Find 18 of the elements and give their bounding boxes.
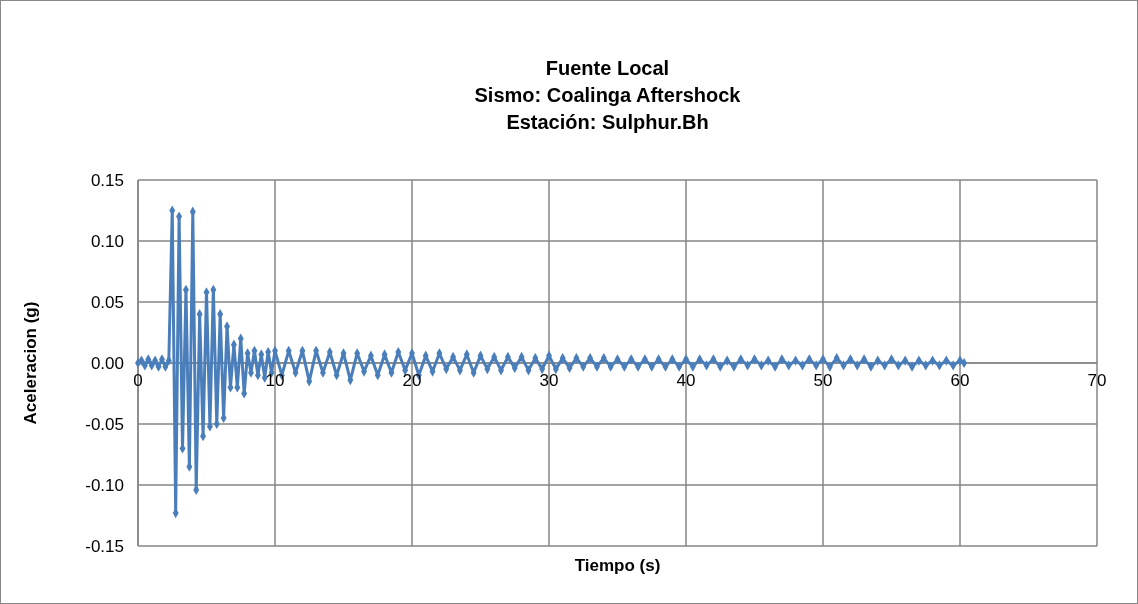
y-tick-label: -0.05 bbox=[85, 414, 124, 434]
x-axis-title: Tiempo (s) bbox=[574, 556, 661, 575]
x-tick-label: 30 bbox=[539, 371, 559, 390]
y-tick-label: 0.15 bbox=[90, 170, 124, 190]
x-tick-label: 60 bbox=[950, 371, 970, 390]
y-tick-label: -0.10 bbox=[85, 475, 124, 495]
x-tick-label: 70 bbox=[1087, 371, 1107, 390]
chart-title: Fuente Local Sismo: Coalinga Aftershock Estación: Sulphur.Bh bbox=[474, 57, 742, 133]
x-tick-label: 40 bbox=[676, 371, 696, 390]
y-tick-label: -0.15 bbox=[85, 536, 124, 556]
x-tick-label: 10 bbox=[265, 371, 285, 390]
x-tick-label: 0 bbox=[133, 371, 143, 390]
y-tick-label: 0.00 bbox=[90, 353, 124, 373]
y-tick-label: 0.10 bbox=[90, 231, 124, 251]
y-axis-title: Aceleracion (g) bbox=[21, 301, 40, 425]
y-tick-label: 0.05 bbox=[90, 292, 124, 312]
x-tick-label: 20 bbox=[402, 371, 422, 390]
x-tick-label: 50 bbox=[813, 371, 833, 390]
